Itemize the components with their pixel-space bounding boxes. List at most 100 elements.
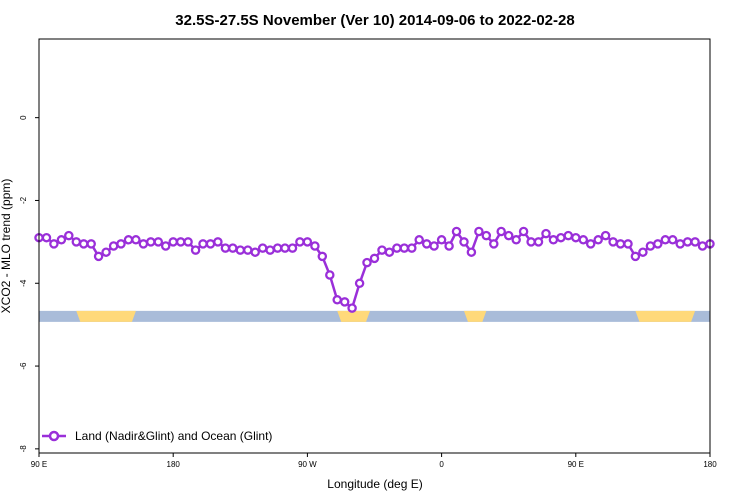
- data-point: [123, 235, 134, 245]
- data-point: [645, 241, 656, 251]
- data-point: [653, 239, 663, 249]
- ocean-band: [39, 310, 710, 322]
- data-point: [399, 243, 410, 253]
- data-point: [287, 243, 298, 253]
- data-point: [503, 230, 514, 241]
- data-point: [250, 247, 260, 257]
- data-point: [41, 232, 52, 243]
- data-point: [526, 237, 536, 247]
- data-point: [675, 239, 685, 249]
- data-point: [690, 237, 700, 247]
- x-axis-label: Longitude (deg E): [327, 477, 422, 491]
- x-axis: 90 E 180 90 W 0 90 E 180: [31, 453, 717, 469]
- data-point: [630, 251, 641, 262]
- data-point: [459, 237, 469, 247]
- data-point: [86, 239, 96, 249]
- y-tick-label: -2: [19, 196, 28, 204]
- data-point: [541, 228, 551, 239]
- data-point: [563, 230, 574, 241]
- data-point: [481, 230, 492, 241]
- data-point: [272, 243, 283, 253]
- land-segment: [337, 310, 371, 322]
- data-point: [421, 239, 432, 249]
- data-point: [489, 239, 499, 249]
- data-point: [518, 226, 529, 237]
- data-point: [175, 237, 186, 247]
- data-point: [213, 237, 223, 247]
- data-point: [444, 241, 454, 251]
- data-point: [190, 245, 201, 255]
- y-tick-label: -6: [19, 362, 28, 370]
- y-axis-label: XCO2 - MLO trend (ppm): [0, 179, 13, 314]
- data-point: [638, 247, 648, 257]
- data-point: [533, 237, 544, 247]
- data-point: [392, 243, 402, 253]
- data-point: [265, 245, 275, 255]
- data-point: [578, 235, 589, 245]
- data-point: [474, 226, 484, 237]
- data-point: [585, 239, 596, 249]
- data-point: [146, 237, 156, 247]
- y-tick-label: 0: [19, 115, 28, 120]
- data-point: [325, 270, 335, 280]
- data-point: [56, 235, 67, 245]
- data-point: [593, 235, 603, 245]
- y-axis: 0 -2 -4 -6 -8: [19, 115, 39, 453]
- data-point: [168, 237, 178, 247]
- legend-marker: [48, 430, 60, 442]
- data-point: [131, 235, 141, 245]
- data-point: [302, 237, 313, 247]
- data-point: [78, 239, 89, 249]
- data-point: [153, 237, 164, 247]
- x-tick-label: 180: [167, 460, 181, 469]
- data-point: [436, 235, 447, 245]
- data-point: [682, 237, 693, 247]
- data-point: [228, 243, 238, 253]
- data-point: [235, 245, 246, 255]
- data-point: [138, 239, 149, 249]
- data-point: [347, 303, 357, 313]
- data-point: [362, 257, 372, 268]
- land-segment: [463, 310, 487, 322]
- data-point: [414, 235, 424, 245]
- data-point: [310, 241, 320, 251]
- data-point: [615, 239, 626, 249]
- data-point: [354, 278, 365, 289]
- data-point: [384, 247, 395, 257]
- data-point: [317, 251, 328, 262]
- series-layer: [34, 226, 715, 313]
- data-point: [496, 226, 506, 237]
- data-point: [466, 247, 477, 257]
- land-segment: [76, 310, 136, 322]
- data-point: [220, 243, 231, 253]
- x-tick-label: 0: [439, 460, 444, 469]
- data-point: [108, 241, 119, 251]
- x-tick-label: 180: [703, 460, 717, 469]
- data-point: [116, 239, 126, 249]
- data-point: [548, 235, 559, 245]
- data-point: [183, 237, 193, 247]
- data-point: [571, 232, 581, 243]
- data-point: [697, 241, 708, 251]
- surface-band: [39, 310, 710, 322]
- data-point: [257, 243, 268, 253]
- data-point: [556, 232, 566, 243]
- data-point: [407, 243, 417, 253]
- data-point: [64, 230, 74, 241]
- legend: Land (Nadir&Glint) and Ocean (Glint): [42, 429, 272, 443]
- data-point: [608, 237, 618, 247]
- data-point: [600, 230, 611, 241]
- data-point: [160, 241, 171, 251]
- data-point: [332, 295, 342, 305]
- y-tick-label: -4: [19, 279, 28, 287]
- land-segment: [635, 310, 696, 322]
- data-point: [295, 237, 305, 247]
- data-point: [660, 235, 671, 245]
- chart-title: 32.5S-27.5S November (Ver 10) 2014-09-06…: [175, 12, 574, 29]
- data-point: [49, 239, 59, 249]
- y-tick-label: -8: [19, 445, 28, 453]
- data-point: [377, 245, 387, 255]
- data-point: [71, 237, 82, 247]
- data-point: [93, 251, 104, 262]
